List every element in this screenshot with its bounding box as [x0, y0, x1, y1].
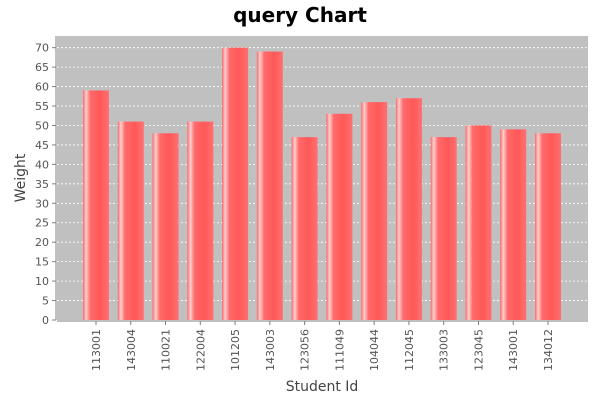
y-tick-label: 60 — [35, 81, 49, 94]
y-axis-label: Weight — [13, 153, 29, 202]
bar — [83, 90, 109, 320]
bar — [395, 98, 422, 320]
y-tick-label: 65 — [35, 61, 49, 74]
y-tick-label: 35 — [35, 178, 49, 191]
x-tick-label: 113001 — [90, 329, 103, 371]
bars — [83, 47, 561, 320]
y-tick-label: 70 — [35, 42, 49, 55]
x-axis-label: Student Id — [286, 379, 359, 395]
y-tick-label: 40 — [35, 158, 49, 171]
x-tick-label: 133003 — [438, 329, 451, 371]
y-tick-label: 10 — [35, 275, 49, 288]
gridlines — [57, 47, 588, 301]
x-tick-label: 134012 — [542, 329, 555, 371]
x-tick-label: 143001 — [507, 329, 520, 371]
bar — [187, 121, 214, 320]
bar — [500, 129, 527, 320]
x-tick-label: 122004 — [194, 329, 207, 371]
y-axis-ticks: 0 5 10 15 20 25 30 35 40 45 50 55 60 65 70 — [35, 42, 56, 327]
y-tick-label: 5 — [42, 295, 49, 308]
x-tick-label: 143004 — [125, 329, 138, 371]
bar — [430, 137, 457, 320]
bar — [535, 133, 561, 320]
bar — [117, 121, 144, 320]
x-tick-label: 143003 — [264, 329, 277, 371]
y-tick-label: 30 — [35, 197, 49, 210]
x-tick-label: 123056 — [299, 329, 312, 371]
bar — [465, 125, 492, 320]
x-tick-label: 112045 — [403, 329, 416, 371]
bar — [256, 51, 283, 320]
y-tick-label: 15 — [35, 256, 49, 269]
bar — [361, 102, 388, 320]
chart-title: query Chart — [233, 3, 367, 27]
x-tick-label: 104044 — [368, 329, 381, 371]
x-tick-label: 123045 — [472, 329, 485, 371]
plot-area — [57, 36, 588, 320]
x-tick-label: 101205 — [229, 329, 242, 371]
bar — [291, 137, 318, 320]
bar — [222, 47, 249, 320]
y-tick-label: 20 — [35, 236, 49, 249]
y-tick-label: 25 — [35, 217, 49, 230]
x-axis-ticks: 113001 143004 110021 122004 101205 143003 1230… — [90, 321, 555, 371]
bar — [152, 133, 179, 320]
y-tick-label: 45 — [35, 139, 49, 152]
x-tick-label: 110021 — [160, 329, 173, 371]
x-tick-label: 111049 — [333, 329, 346, 371]
y-tick-label: 50 — [35, 119, 49, 132]
bar — [326, 113, 353, 320]
y-tick-label: 0 — [42, 314, 49, 327]
y-tick-label: 55 — [35, 100, 49, 113]
